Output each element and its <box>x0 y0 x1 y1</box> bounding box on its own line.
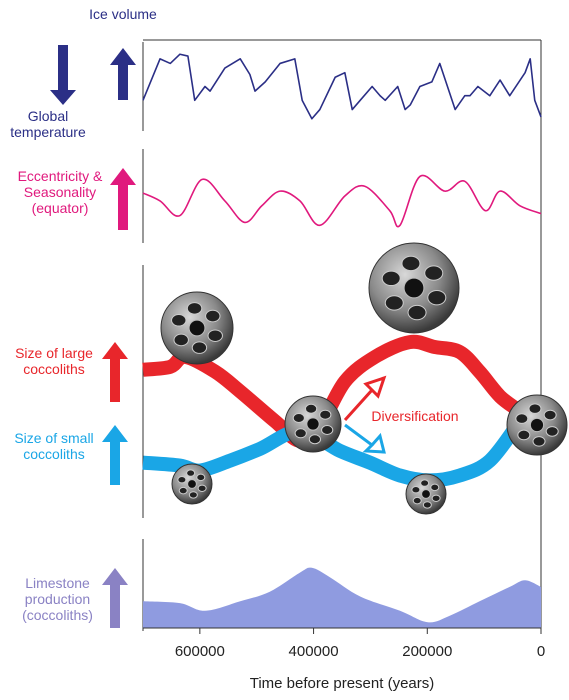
y-label: Limestone production (coccoliths) <box>22 575 93 623</box>
coccolith-pit <box>292 413 305 423</box>
coccolith-pit <box>197 484 207 492</box>
arrows <box>50 45 136 628</box>
line <box>142 53 542 120</box>
coccolith-pit <box>381 270 401 287</box>
area <box>143 567 541 628</box>
coccolith-pit <box>430 483 440 492</box>
line <box>142 174 542 228</box>
coccolith-center <box>188 319 206 337</box>
coccolith-center <box>529 417 545 433</box>
series-label: Size of large coccoliths <box>15 345 93 377</box>
arrow-up <box>343 375 387 422</box>
coccolith <box>284 395 342 453</box>
coccolith-pit <box>515 413 529 424</box>
arrow-down <box>344 423 386 454</box>
y-label-inverse: Global temperature <box>10 108 86 140</box>
coccolith-pit <box>178 486 188 495</box>
coccolith-pit <box>384 295 404 311</box>
coccolith-pit <box>294 428 307 439</box>
coccolith <box>506 394 568 456</box>
coccolith-pit <box>186 302 203 315</box>
x-tick-label: 600000 <box>175 643 225 660</box>
coccolith-pit <box>517 429 531 441</box>
coccolith-pit <box>422 501 432 509</box>
coccolith-pit <box>205 309 221 323</box>
coccolith-pit <box>319 409 332 420</box>
coccolith-pit <box>431 494 441 502</box>
x-tick-label: 200000 <box>402 643 452 660</box>
x-tick-label: 0 <box>537 643 545 660</box>
coccolith-pit <box>305 403 318 414</box>
coccolith-center <box>403 277 425 299</box>
coccolith-pit <box>188 491 198 499</box>
coccolith <box>160 291 234 365</box>
coccolith-pit <box>420 479 430 487</box>
coccolith-pit <box>173 333 189 347</box>
coccolith-pit <box>207 329 223 342</box>
series-label: Size of small coccoliths <box>14 430 94 462</box>
x-axis-label: Time before present (years) <box>249 675 435 692</box>
y-label: Ice volume <box>89 6 157 22</box>
coccolith-pit <box>171 314 187 327</box>
coccolith-pit <box>427 289 447 306</box>
coccolith-pit <box>528 403 542 414</box>
coccolith-pit <box>424 265 444 281</box>
x-tick-label: 400000 <box>289 643 339 660</box>
coccolith-center <box>421 489 431 499</box>
coccolith-pit <box>177 476 187 484</box>
coccolith-pit <box>321 425 334 435</box>
coccolith-pit <box>545 426 559 437</box>
coccolith-pit <box>196 473 206 482</box>
coccolith-center <box>187 479 197 489</box>
coccolith-center <box>306 417 320 431</box>
coccolith-pit <box>407 304 427 321</box>
coccolith-pit <box>191 341 208 354</box>
coccolith-pit <box>186 469 196 477</box>
coccolith <box>405 473 447 515</box>
annotation: Diversification <box>371 408 459 424</box>
coccolith-pit <box>401 255 421 272</box>
y-label: Eccentricity & Seasonality (equator) <box>17 168 103 216</box>
coccolith-pit <box>411 486 421 494</box>
coccolith <box>368 242 460 334</box>
coccolith-pit <box>532 436 546 447</box>
coccolith-pit <box>308 434 321 445</box>
coccolith <box>171 463 213 505</box>
coccolith-pit <box>543 409 557 421</box>
coccolith-pit <box>412 496 422 505</box>
